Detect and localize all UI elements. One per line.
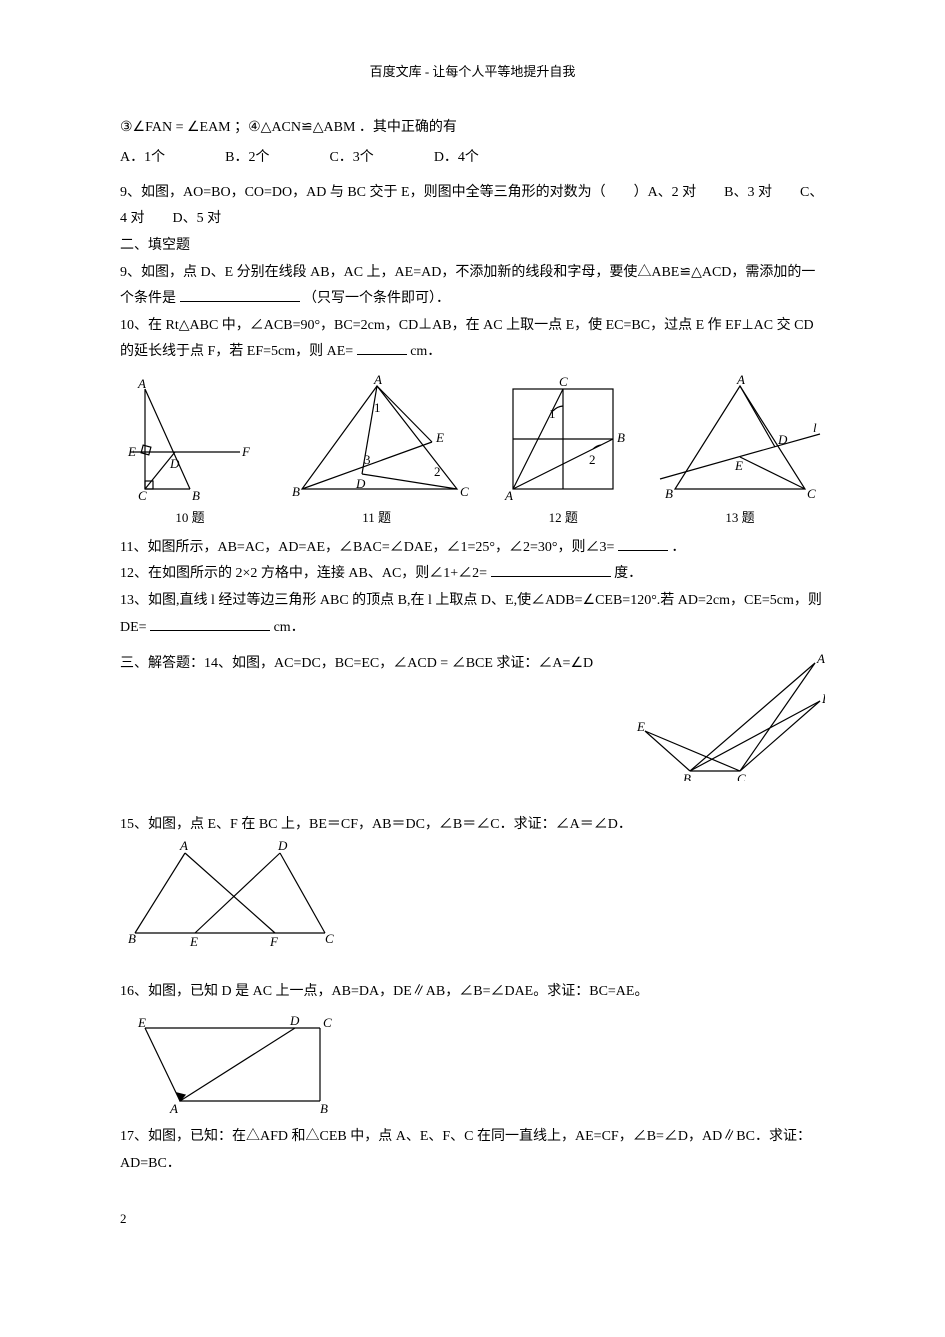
svg-text:E: E xyxy=(127,444,136,459)
figure-11-label: 11 题 xyxy=(282,506,472,531)
blank xyxy=(491,562,611,577)
q10-text-a: 10、在 Rt△ABC 中，∠ACB=90°，BC=2cm，CD⊥AB，在 AC… xyxy=(120,318,814,360)
svg-text:2: 2 xyxy=(589,452,596,467)
svg-text:3: 3 xyxy=(364,452,371,467)
svg-text:1: 1 xyxy=(549,406,556,421)
figures-row: A E F D C B 10 题 xyxy=(120,374,825,531)
svg-text:D: D xyxy=(169,456,180,471)
svg-text:A: A xyxy=(373,374,382,387)
svg-text:B: B xyxy=(192,488,200,503)
blank xyxy=(150,616,270,631)
blank xyxy=(618,536,668,551)
svg-text:D: D xyxy=(355,476,366,491)
svg-text:D: D xyxy=(777,432,788,447)
q11-text-a: 11、如图所示，AB=AC，AD=AE，∠BAC=∠DAE，∠1=25°，∠2=… xyxy=(120,540,614,555)
q9b-text-b: （只写一个条件即可）． xyxy=(303,291,450,306)
svg-text:E: E xyxy=(734,458,743,473)
q9b: 9、如图，点 D、E 分别在线段 AB，AC 上，AE=AD，不添加新的线段和字… xyxy=(120,260,825,313)
svg-text:C: C xyxy=(325,931,334,946)
figure-12: C B A 1 2 12 题 xyxy=(493,374,633,531)
svg-text:B: B xyxy=(128,931,136,946)
svg-text:B: B xyxy=(320,1101,328,1113)
q11: 11、如图所示，AB=AC，AD=AE，∠BAC=∠DAE，∠1=25°，∠2=… xyxy=(120,535,825,562)
figure-10: A E F D C B 10 题 xyxy=(120,374,260,531)
figure-14: A D E B C xyxy=(625,651,825,792)
svg-text:F: F xyxy=(269,934,279,948)
svg-text:A: A xyxy=(137,376,146,391)
svg-text:C: C xyxy=(138,488,147,503)
blank xyxy=(180,287,300,302)
svg-text:E: E xyxy=(137,1015,146,1030)
page-number: 2 xyxy=(120,1207,825,1232)
figure-10-label: 10 题 xyxy=(120,506,260,531)
svg-text:1: 1 xyxy=(374,400,381,415)
svg-text:B: B xyxy=(292,484,300,499)
blank xyxy=(357,340,407,355)
q12-text-b: 度． xyxy=(614,566,642,581)
figure-11: A B C D E 1 3 2 11 题 xyxy=(282,374,472,531)
svg-text:D: D xyxy=(289,1013,300,1028)
svg-text:E: E xyxy=(435,430,444,445)
q11-text-b: ． xyxy=(671,540,685,555)
svg-text:A: A xyxy=(179,838,188,853)
svg-text:2: 2 xyxy=(434,464,441,479)
svg-text:A: A xyxy=(169,1101,178,1113)
opt-a: A．1个 xyxy=(120,145,165,172)
q9a: 9、如图，AO=BO，CO=DO，AD 与 BC 交于 E，则图中全等三角形的对… xyxy=(120,180,825,233)
svg-text:E: E xyxy=(636,719,645,734)
q10-text-b: cm． xyxy=(410,344,441,359)
svg-text:D: D xyxy=(277,838,288,853)
figure-16: E D C A B xyxy=(120,1013,825,1124)
svg-text:A: A xyxy=(736,374,745,387)
svg-text:l: l xyxy=(813,420,817,435)
svg-text:F: F xyxy=(241,444,251,459)
q10: 10、在 Rt△ABC 中，∠ACB=90°，BC=2cm，CD⊥AB，在 AC… xyxy=(120,313,825,366)
svg-text:A: A xyxy=(816,651,825,666)
svg-text:C: C xyxy=(460,484,469,499)
figure-13: A B C D E l 13 题 xyxy=(655,374,825,531)
svg-text:A: A xyxy=(504,488,513,503)
svg-text:C: C xyxy=(323,1015,332,1030)
q13-text-b: cm． xyxy=(274,620,305,635)
opt-b: B．2个 xyxy=(225,145,269,172)
q12-text-a: 12、在如图所示的 2×2 方格中，连接 AB、AC，则∠1+∠2= xyxy=(120,566,487,581)
q3-options: A．1个 B．2个 C．3个 D．4个 xyxy=(120,145,825,172)
svg-text:B: B xyxy=(683,771,691,781)
svg-text:B: B xyxy=(665,486,673,501)
svg-text:B: B xyxy=(617,430,625,445)
q3-statement: ③∠FAN = ∠EAM ；④△ACN≌△ABM ．其中正确的有 xyxy=(120,115,825,142)
opt-c: C．3个 xyxy=(329,145,373,172)
section-2-title: 二、填空题 xyxy=(120,233,825,260)
svg-text:E: E xyxy=(189,934,198,948)
svg-text:C: C xyxy=(559,374,568,389)
opt-d: D．4个 xyxy=(434,145,479,172)
q12: 12、在如图所示的 2×2 方格中，连接 AB、AC，则∠1+∠2= 度． xyxy=(120,561,825,588)
svg-text:C: C xyxy=(737,771,746,781)
page-header: 百度文库 - 让每个人平等地提升自我 xyxy=(120,60,825,85)
q17: 17、如图，已知：在△AFD 和△CEB 中，点 A、E、F、C 在同一直线上，… xyxy=(120,1124,825,1177)
figure-12-label: 12 题 xyxy=(493,506,633,531)
svg-text:C: C xyxy=(807,486,816,501)
svg-text:D: D xyxy=(821,691,825,706)
q15: 15、如图，点 E、F 在 BC 上，BE＝CF，AB＝DC，∠B＝∠C．求证：… xyxy=(120,812,825,839)
q13: 13、如图,直线 l 经过等边三角形 ABC 的顶点 B,在 l 上取点 D、E… xyxy=(120,588,825,641)
q16: 16、如图，已知 D 是 AC 上一点，AB=DA，DE∥AB，∠B=∠DAE。… xyxy=(120,979,825,1006)
figure-15: A D B E F C xyxy=(120,838,825,959)
figure-13-label: 13 题 xyxy=(655,506,825,531)
